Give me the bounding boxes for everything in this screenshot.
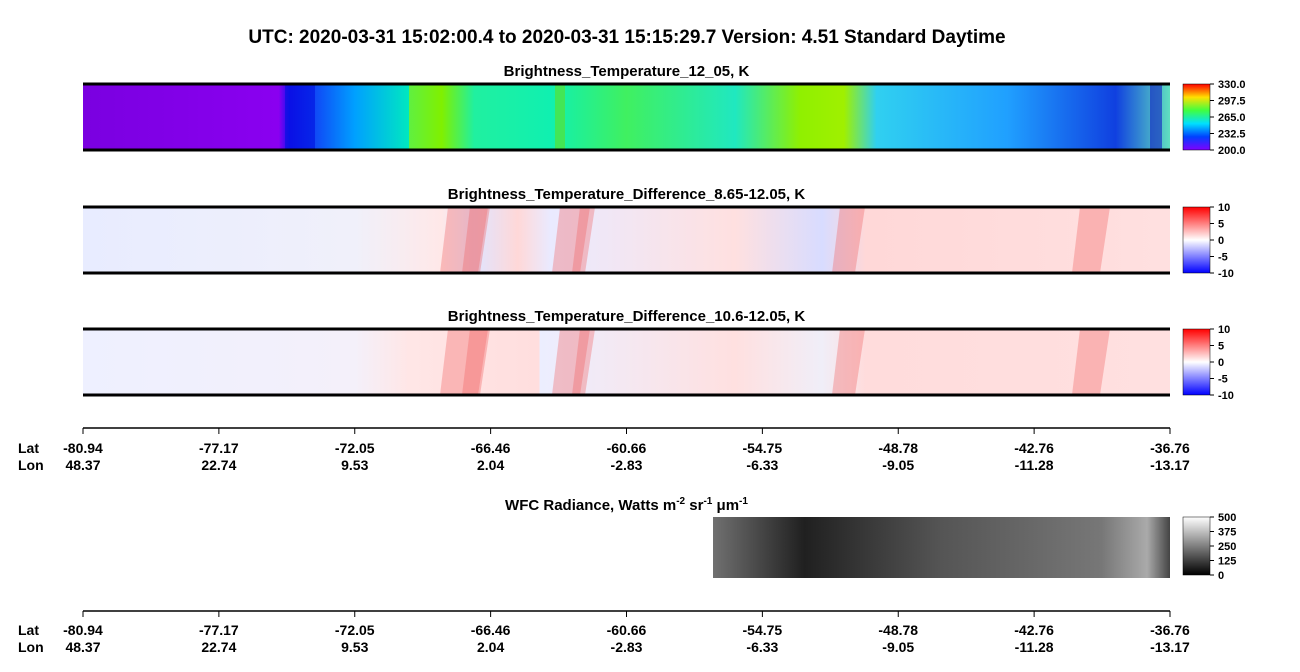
image-streak	[1072, 329, 1110, 395]
colorbar-label: 0	[1218, 357, 1224, 369]
lat-label: Lat	[18, 622, 39, 638]
colorbar	[1182, 206, 1211, 274]
lon-value: 48.37	[65, 639, 100, 655]
image-streak	[552, 207, 590, 273]
lon-value: 48.37	[65, 457, 100, 473]
lon-value: 2.04	[477, 639, 504, 655]
lat-value: -72.05	[335, 622, 375, 638]
lat-value: -54.75	[743, 440, 783, 456]
lat-value: -54.75	[743, 622, 783, 638]
colorbar-label: 232.5	[1218, 129, 1246, 141]
image-streak	[1072, 207, 1110, 273]
colorbar-label: 375	[1218, 527, 1236, 539]
lon-value: -13.17	[1150, 639, 1190, 655]
colorbar-label: 265.0	[1218, 112, 1246, 124]
lat-value: -48.78	[878, 440, 918, 456]
colorbar-label: 125	[1218, 556, 1236, 568]
image-streak	[440, 329, 488, 395]
colorbar-label: 250	[1218, 541, 1236, 553]
wfc-title-part: -1	[703, 496, 712, 507]
colorbar-label: 500	[1218, 512, 1236, 524]
lon-label: Lon	[18, 639, 44, 655]
panel-image	[83, 207, 1170, 273]
lon-label: Lon	[18, 457, 44, 473]
wfc-title: WFC Radiance, Watts m-2 sr-1 μm-1	[505, 496, 748, 514]
colorbar-label: 10	[1218, 202, 1230, 214]
image-streak	[440, 207, 488, 273]
colorbar	[1182, 516, 1211, 576]
image-streak	[552, 329, 590, 395]
lon-value: 22.74	[201, 639, 236, 655]
image-streak	[1150, 84, 1162, 150]
colorbar-label: 297.5	[1218, 96, 1246, 108]
colorbar-label: -5	[1218, 374, 1228, 386]
colorbar-label: -5	[1218, 252, 1228, 264]
lon-value: 9.53	[341, 639, 368, 655]
image-streak	[462, 329, 490, 395]
panel-title: Brightness_Temperature_12_05, K	[504, 63, 750, 80]
image-streak	[285, 84, 315, 150]
lat-value: -36.76	[1150, 440, 1190, 456]
lon-value: 22.74	[201, 457, 236, 473]
colorbar-label: 0	[1218, 235, 1224, 247]
lon-value: -13.17	[1150, 457, 1190, 473]
panel-image	[83, 329, 1170, 395]
colorbar	[1182, 328, 1211, 396]
colorbar-label: 5	[1218, 341, 1224, 353]
image-streak	[555, 84, 565, 150]
lat-value: -80.94	[63, 440, 103, 456]
colorbar-label: -10	[1218, 390, 1234, 402]
image-streak	[832, 329, 865, 395]
lon-value: 9.53	[341, 457, 368, 473]
colorbar-label: 200.0	[1218, 145, 1246, 157]
lon-value: -6.33	[746, 639, 778, 655]
lat-value: -48.78	[878, 622, 918, 638]
colorbar-label: 0	[1218, 570, 1224, 582]
lon-value: -9.05	[882, 457, 914, 473]
lat-value: -77.17	[199, 440, 239, 456]
lon-value: -2.83	[611, 639, 643, 655]
lon-value: -2.83	[611, 457, 643, 473]
lon-value: -11.28	[1015, 639, 1054, 655]
wfc-title-part: sr	[685, 497, 704, 514]
image-streak	[462, 207, 490, 273]
lat-label: Lat	[18, 440, 39, 456]
wfc-title-part: μm	[712, 497, 739, 514]
lat-value: -42.76	[1014, 440, 1054, 456]
image-streak	[832, 207, 865, 273]
image-streak	[572, 329, 595, 395]
wfc-image	[713, 517, 1170, 578]
colorbar-label: 330.0	[1218, 79, 1246, 91]
lat-value: -60.66	[607, 440, 647, 456]
lat-value: -77.17	[199, 622, 239, 638]
page-title: UTC: 2020-03-31 15:02:00.4 to 2020-03-31…	[248, 27, 1005, 48]
image-streak	[572, 207, 595, 273]
lon-value: -11.28	[1015, 457, 1054, 473]
wfc-title-part: -1	[739, 496, 748, 507]
lat-value: -36.76	[1150, 622, 1190, 638]
lon-value: -9.05	[882, 639, 914, 655]
lat-value: -60.66	[607, 622, 647, 638]
lon-value: -6.33	[746, 457, 778, 473]
lat-value: -66.46	[471, 440, 511, 456]
colorbar-label: -10	[1218, 268, 1234, 280]
lat-value: -66.46	[471, 622, 511, 638]
panel-title: Brightness_Temperature_Difference_10.6-1…	[448, 308, 806, 325]
panel-image	[83, 84, 1170, 150]
panel-title: Brightness_Temperature_Difference_8.65-1…	[448, 186, 806, 203]
lat-value: -42.76	[1014, 622, 1054, 638]
colorbar	[1182, 83, 1211, 151]
lat-value: -80.94	[63, 622, 103, 638]
colorbar-label: 10	[1218, 324, 1230, 336]
colorbar-label: 5	[1218, 219, 1224, 231]
lat-value: -72.05	[335, 440, 375, 456]
wfc-title-part: -2	[676, 496, 685, 507]
lon-value: 2.04	[477, 457, 504, 473]
wfc-title-part: WFC Radiance, Watts m	[505, 497, 676, 514]
